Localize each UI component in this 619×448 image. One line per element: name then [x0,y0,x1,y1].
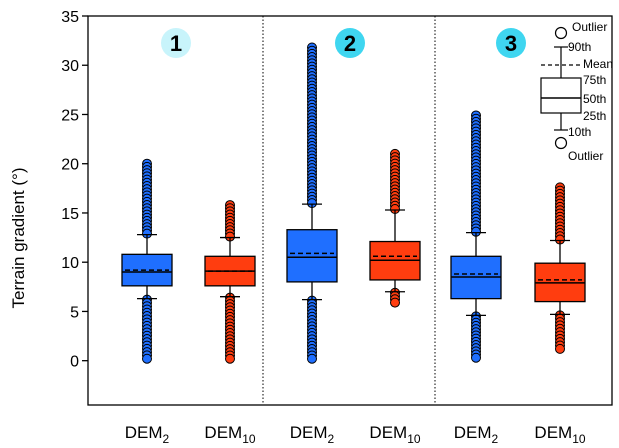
panel-badge-label: 1 [170,31,182,56]
legend-label: 10th [568,125,591,139]
legend-outlier-bottom [554,136,568,150]
y-axis-label: Terrain gradient (°) [9,168,28,309]
plot-frame [87,15,613,406]
plot-border [87,15,613,406]
box-body [286,229,338,283]
panel-badge-2 [335,28,365,58]
panel-badge-3 [496,28,526,58]
x-axis-labels: DEM2 DEM10 DEM2 DEM10 DEM2 DEM10 [125,423,586,446]
box-1 [121,158,173,364]
outlier-point [555,343,565,354]
legend-label: 90th [568,40,591,54]
box-4 [369,148,421,308]
box-body [121,253,173,287]
box-2 [204,200,256,364]
y-tick-label: 15 [61,206,79,223]
x-tick-label: DEM2 [125,423,170,446]
box-5 [450,110,502,363]
panel-badge-label: 3 [505,31,517,56]
y-tick-label: 35 [61,9,79,26]
panel-badge-label: 2 [344,31,356,56]
x-tick-label: DEM10 [204,423,255,446]
outlier-point [225,353,235,364]
panel-badge-1 [161,28,191,58]
y-axis: 0 5 10 15 20 25 30 35 [61,9,88,371]
x-tick-label: DEM10 [369,423,420,446]
legend-label: 75th [583,73,606,87]
y-tick-label: 20 [61,157,79,174]
outlier-point [390,297,400,308]
x-tick-label: DEM2 [454,423,499,446]
panel-badges: 1 2 3 [161,28,526,58]
x-tick-label: DEM2 [290,423,335,446]
y-tick-label: 30 [61,58,79,75]
y-tick-label: 0 [70,354,79,371]
legend-label: 25th [583,109,606,123]
y-tick-label: 5 [70,304,79,321]
legend-label: Mean [583,57,613,71]
legend-box [540,77,582,114]
box-3 [286,42,338,364]
legend: Outlier 90th Mean 75th 50th 25th 10th Outlier [540,20,613,163]
outlier-point [471,352,481,363]
outlier-point [142,353,152,364]
legend-label: 50th [583,92,606,106]
box-6 [534,182,586,354]
y-tick-label: 10 [61,255,79,272]
panel-dividers [262,16,436,405]
y-tick-label: 25 [61,107,79,124]
boxes [121,42,586,364]
x-tick-label: DEM10 [534,423,585,446]
legend-label: Outlier [572,20,607,34]
legend-label: Outlier [568,149,603,163]
legend-outlier-top [554,26,568,40]
outlier-point [307,353,317,364]
